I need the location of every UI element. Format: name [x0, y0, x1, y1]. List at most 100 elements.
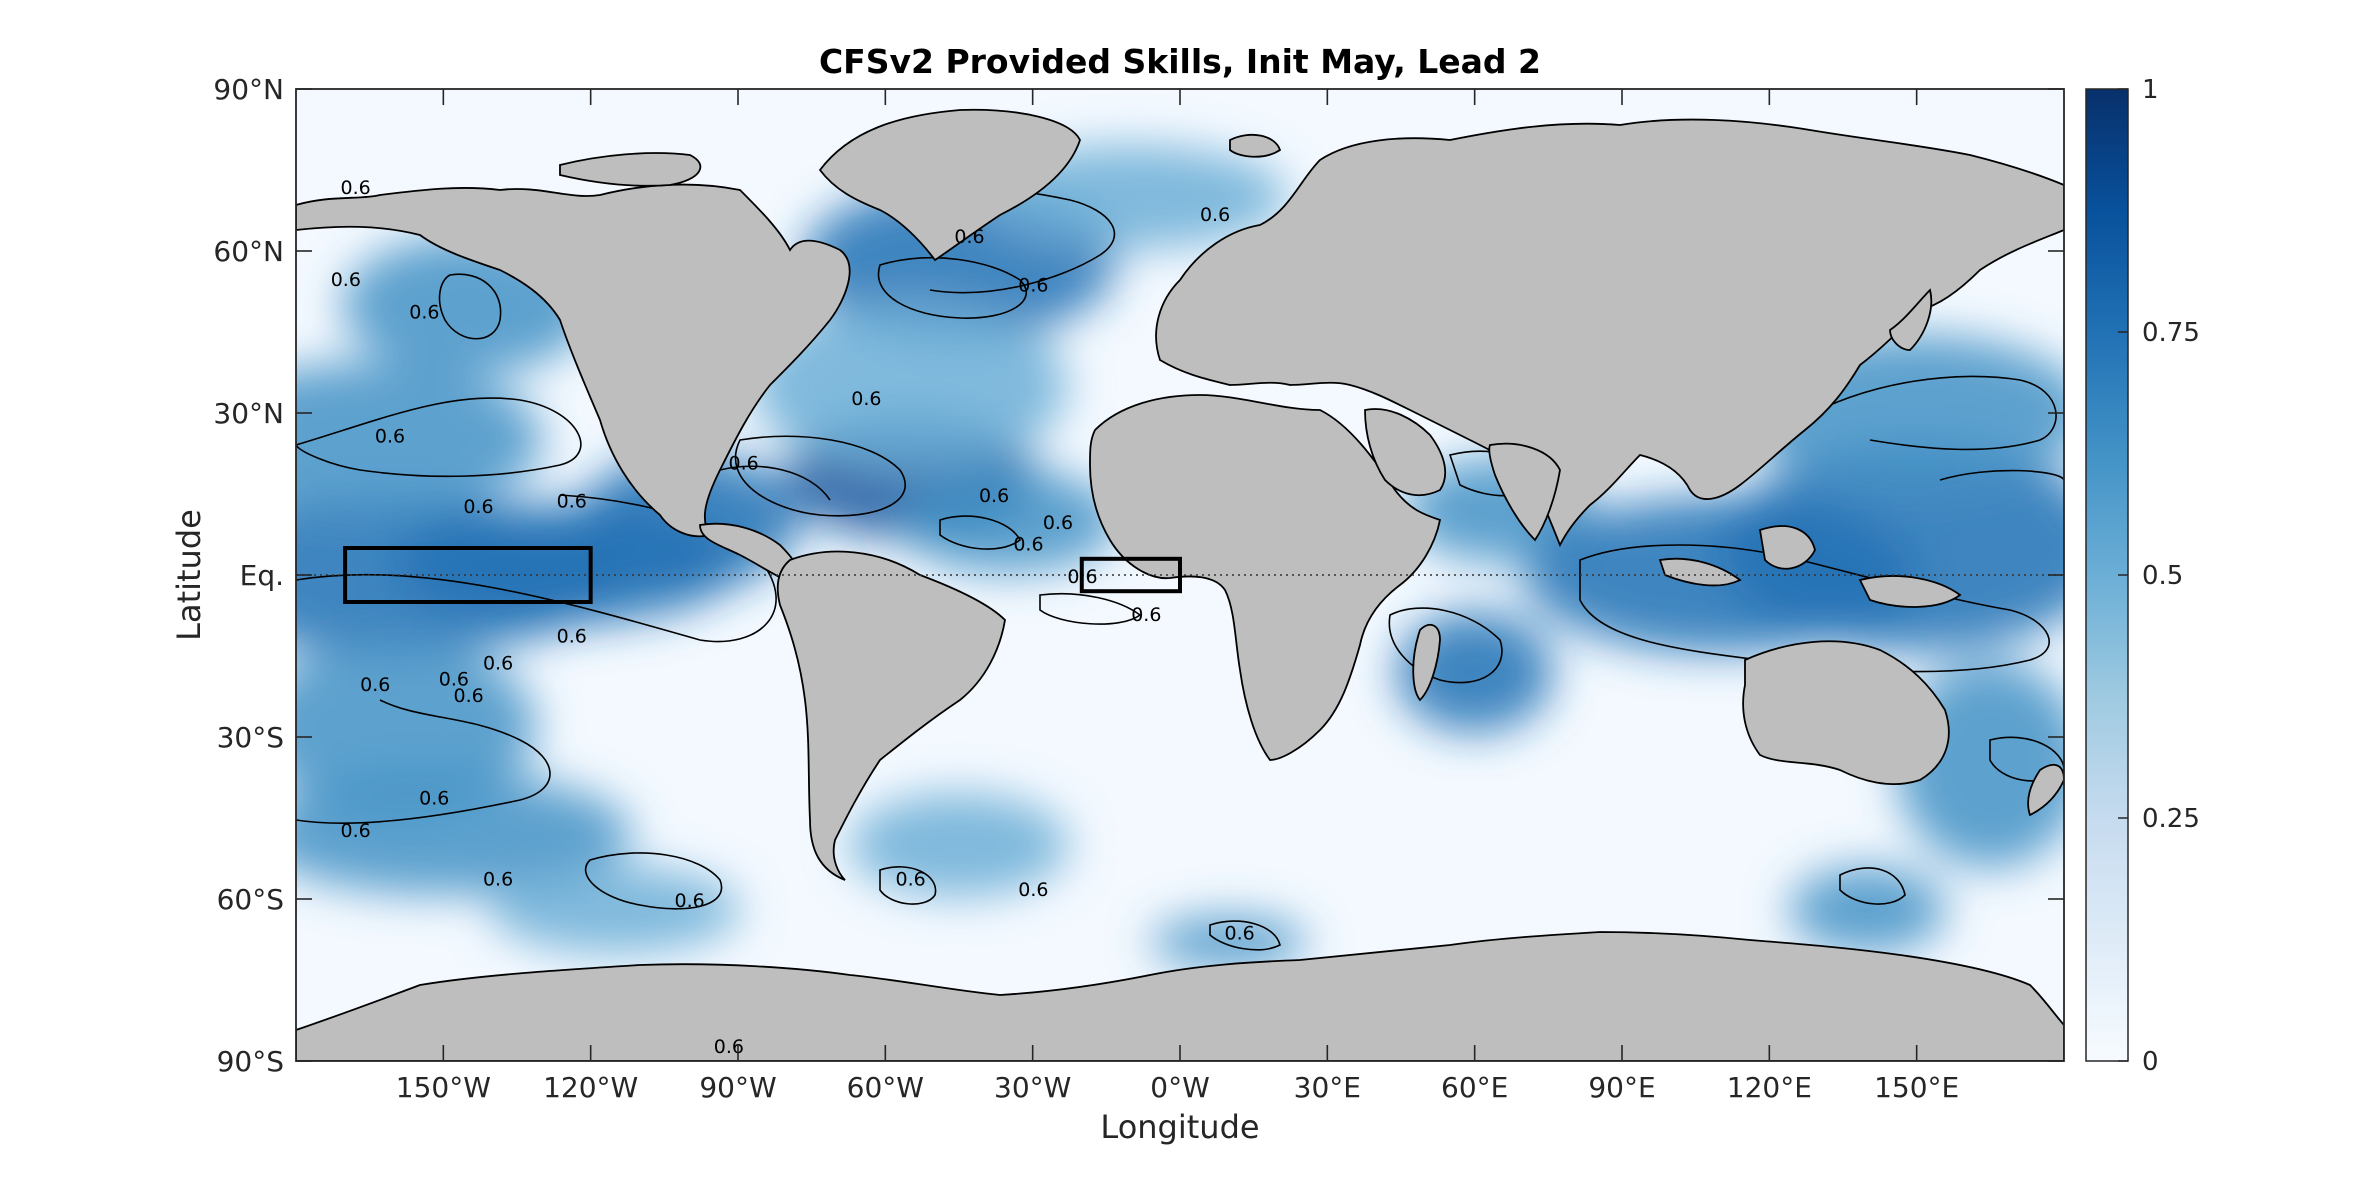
y-axis-label: Latitude	[170, 509, 208, 641]
land-africa	[1089, 394, 1442, 761]
colorbar-tick-label: 0.25	[2142, 804, 2200, 834]
contour-line	[879, 866, 937, 905]
contour-label: 0.6	[674, 890, 704, 912]
land-borneo	[1758, 525, 1816, 570]
contour-label: 0.6	[1225, 922, 1255, 944]
contour-label: 0.6	[1043, 512, 1073, 534]
contour-label: 0.6	[1013, 534, 1043, 556]
skill-region	[296, 362, 543, 518]
contour-line	[296, 397, 582, 478]
contour-label: 0.6	[979, 485, 1009, 507]
contour-line	[939, 515, 1022, 550]
x-axis-ticks: 150°W 120°W 90°W 60°W 30°W 0°W 30°E 60°E 90°E 120…	[396, 89, 1959, 1104]
contour-label: 0.6	[851, 388, 881, 410]
contour-label: 0.6	[1131, 604, 1161, 626]
contour-label: 0.6	[419, 787, 449, 809]
y-tick-label: 90°N	[213, 73, 284, 106]
contour-line	[719, 465, 831, 501]
contour-label: 0.6	[341, 177, 371, 199]
contour-label: 0.6	[557, 490, 587, 512]
contour-line	[1388, 607, 1503, 684]
contour-label: 0.6	[483, 652, 513, 674]
skill-region	[898, 469, 1119, 573]
chart-title: CFSv2 Provided Skills, Init May, Lead 2	[819, 42, 1541, 81]
contour-label: 0.6	[341, 820, 371, 842]
y-tick-label: 30°N	[213, 397, 284, 430]
y-axis-ticks: 90°N 60°N 30°N Eq. 30°S 60°S 90°S	[213, 73, 2064, 1078]
colorbar-tick-label: 0	[2142, 1047, 2159, 1077]
land-japan	[1889, 288, 1933, 351]
highlight-boxes	[343, 546, 1183, 604]
contour-label: 0.6	[463, 496, 493, 518]
skill-region	[848, 793, 1070, 897]
y-tick-label: 90°S	[217, 1045, 284, 1078]
land-north-america	[296, 183, 851, 538]
land-australia	[1742, 640, 1950, 786]
colorbar-tick-label: 0.75	[2142, 318, 2200, 348]
land-masses	[296, 108, 2064, 1061]
land-greenland	[818, 108, 1081, 262]
x-axis-label: Longitude	[1100, 1108, 1259, 1146]
contour-label: 0.6	[714, 1036, 744, 1058]
contour-label: 0.6	[360, 674, 390, 696]
land-arabia	[1364, 408, 1447, 497]
land-antarctica	[296, 931, 2064, 1061]
land-indonesia	[1658, 557, 1742, 587]
x-tick-label: 150°W	[396, 1071, 491, 1104]
contour-label: 0.6	[1067, 566, 1097, 588]
colorbar	[2085, 88, 2129, 1062]
x-tick-label: 120°W	[543, 1071, 638, 1104]
contour-line	[1799, 375, 2057, 451]
contour-label: 0.6	[895, 868, 925, 890]
contour-label: 0.6	[483, 868, 513, 890]
land-new-guinea	[1858, 575, 1962, 608]
contour-line	[296, 699, 551, 825]
contour-label: 0.6	[729, 453, 759, 475]
y-tick-label: Eq.	[240, 559, 284, 592]
colorbar-tick-label: 0.5	[2142, 561, 2183, 591]
contour-line	[1209, 920, 1281, 951]
land-south-america	[776, 550, 1006, 881]
contour-label: 0.6	[409, 301, 439, 323]
contour-label: 0.6	[375, 426, 405, 448]
highlight-box	[343, 546, 593, 604]
land-new-zealand	[2027, 763, 2064, 817]
contour-line	[1579, 544, 2050, 673]
x-tick-label: 90°E	[1588, 1071, 1655, 1104]
skill-region	[752, 299, 1068, 473]
skill-region	[1788, 866, 1947, 953]
land-madagascar	[1412, 623, 1441, 702]
land-svalbard	[1229, 133, 1282, 158]
highlight-box	[1079, 556, 1183, 594]
contour-label: 0.6	[954, 226, 984, 248]
contour-labels: 0.60.60.60.60.6 0.60.60.6 0.60.60.60.60.60…	[331, 177, 1255, 1058]
contour-line	[584, 852, 723, 910]
contour-label: 0.6	[557, 625, 587, 647]
skill-region	[296, 773, 632, 895]
contour-label: 0.6	[1200, 204, 1230, 226]
x-tick-label: 150°E	[1874, 1071, 1959, 1104]
contour-line	[877, 257, 1027, 319]
y-tick-label: 30°S	[217, 721, 284, 754]
contour-line	[1939, 469, 2064, 481]
land-arctic-islands	[559, 152, 702, 187]
contour-label: 0.6	[1018, 879, 1048, 901]
x-tick-label: 60°W	[847, 1071, 924, 1104]
x-tick-label: 0°W	[1150, 1071, 1210, 1104]
y-tick-label: 60°S	[217, 883, 284, 916]
colorbar-tick-label: 1	[2142, 75, 2159, 105]
contour-line	[1989, 736, 2064, 782]
skill-region	[1720, 444, 2064, 652]
colorbar-ticks: 0 0.25 0.5 0.75 1	[2118, 75, 2200, 1077]
skill-field	[296, 145, 2064, 969]
contour-label: 0.6	[453, 685, 483, 707]
contour-line	[734, 435, 906, 517]
x-tick-label: 30°E	[1294, 1071, 1361, 1104]
x-tick-label: 120°E	[1727, 1071, 1812, 1104]
x-tick-label: 90°W	[699, 1071, 776, 1104]
contour-line	[1839, 867, 1906, 905]
contour-label: 0.6	[1018, 274, 1048, 296]
skill-region	[296, 639, 536, 813]
